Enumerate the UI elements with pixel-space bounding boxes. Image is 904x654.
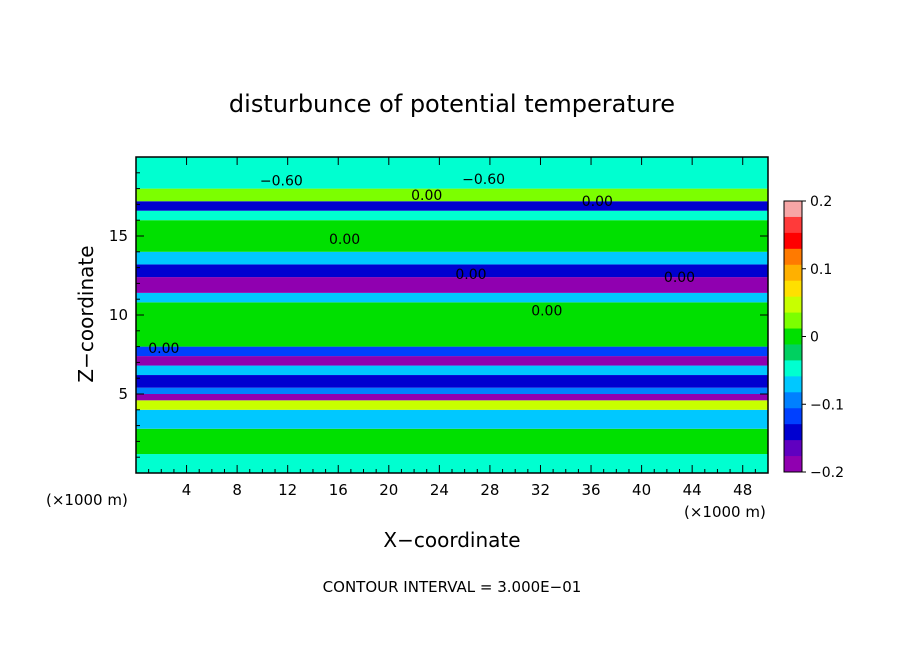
heatmap-band (136, 375, 768, 388)
heatmap-band (136, 251, 768, 265)
x-tick-label: 8 (232, 481, 242, 499)
colorbar-swatch (784, 296, 802, 314)
colorbar-tick-label: 0 (810, 330, 819, 346)
contour-label: 0.00 (148, 341, 179, 357)
colorbar-swatch (784, 360, 802, 377)
contour-label: 0.00 (664, 270, 695, 286)
colorbar-tick-label: −0.1 (810, 397, 844, 413)
chart-title: disturbunce of potential temperature (229, 90, 675, 118)
x-axis-label: X−coordinate (383, 528, 520, 552)
contour-label: 0.00 (582, 194, 613, 210)
colorbar-swatch (784, 392, 802, 409)
plot-area: −0.60 −0.60 0.00 0.00 0.00 0.00 0.00 0.00 0.00 (135, 156, 769, 474)
colorbar-swatch (784, 248, 802, 266)
colorbar-swatch (784, 280, 802, 298)
colorbar-swatch (784, 216, 802, 234)
x-tick-label: 36 (581, 481, 600, 499)
contour-label: 0.00 (531, 303, 562, 319)
heatmap-band (136, 428, 768, 455)
contour-interval-note: CONTOUR INTERVAL = 3.000E−01 (323, 578, 582, 596)
y-tick-label: 15 (109, 227, 128, 245)
y-axis-label: Z−coordinate (74, 245, 98, 382)
colorbar-swatch (784, 456, 802, 473)
y-tick-label: 5 (118, 385, 128, 403)
x-tick-label: 12 (278, 481, 297, 499)
x-tick-label: 48 (733, 481, 752, 499)
x-tick-label: 40 (632, 481, 651, 499)
colorbar-tick-label: 0.1 (810, 262, 832, 278)
x-tick-label: 32 (531, 481, 550, 499)
x-axis-units: (×1000 m) (46, 491, 128, 509)
x-tick-label: 16 (329, 481, 348, 499)
y-tick-label: 10 (109, 306, 128, 324)
heatmap-band (136, 220, 768, 252)
heatmap-band (136, 409, 768, 429)
x-axis: 4 8 12 16 20 24 28 32 36 40 44 48 (148, 157, 756, 499)
x-axis-units-right: (×1000 m) (684, 503, 766, 521)
contour-label: 0.00 (411, 188, 442, 204)
heatmap-band (136, 277, 768, 293)
heatmap-band (136, 302, 768, 347)
heatmap-band (136, 346, 768, 357)
colorbar-swatch (784, 312, 802, 330)
heatmap-band (136, 400, 768, 410)
colorbar-tick-label: −0.2 (810, 465, 844, 481)
x-tick-label: 24 (430, 481, 449, 499)
colorbar-tick-label: 0.2 (810, 194, 832, 210)
heatmap-band (136, 387, 768, 394)
y-axis: 5 10 15 (109, 172, 768, 458)
colorbar-swatch (784, 424, 802, 441)
colorbar: 0.2 0.1 0 −0.1 −0.2 (783, 194, 844, 481)
contour-label: 0.00 (329, 232, 360, 248)
contour-label: −0.60 (462, 172, 505, 188)
colorbar-swatch (784, 232, 802, 250)
heatmap-band (136, 394, 768, 401)
colorbar-swatch (784, 328, 802, 345)
contour-label: 0.00 (455, 267, 486, 283)
heatmap-band (136, 201, 768, 211)
colorbar-swatch (784, 440, 802, 457)
heatmap-band (136, 365, 768, 376)
heatmap-band (136, 356, 768, 366)
colorbar-swatch (784, 408, 802, 425)
colorbar-swatch (784, 376, 802, 393)
heatmap-band (136, 188, 768, 202)
heatmap-band (136, 292, 768, 303)
colorbar-swatch (784, 264, 802, 282)
colorbar-swatch (784, 201, 802, 218)
x-tick-label: 20 (379, 481, 398, 499)
heatmap-band (136, 210, 768, 221)
heatmap-band (136, 157, 768, 189)
x-tick-label: 4 (182, 481, 192, 499)
heatmap-band (136, 454, 768, 473)
contour-label: −0.60 (260, 174, 303, 190)
colorbar-swatch (784, 344, 802, 361)
heatmap-band (136, 264, 768, 278)
x-tick-label: 44 (683, 481, 702, 499)
x-tick-label: 28 (480, 481, 499, 499)
